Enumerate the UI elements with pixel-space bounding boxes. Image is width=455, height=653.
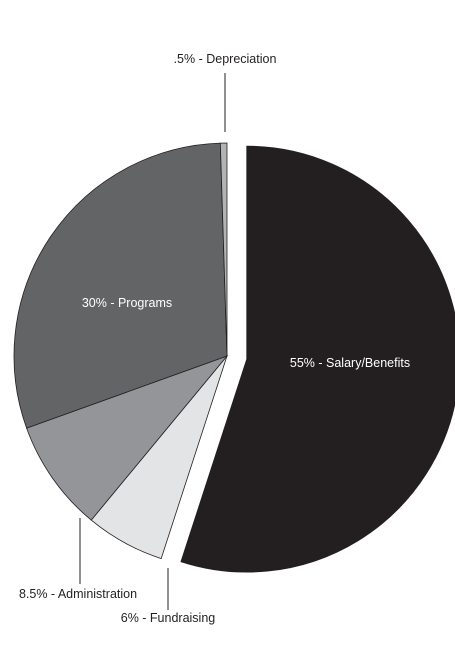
- slice-administration: [26, 355, 229, 521]
- pie-slices: [13, 142, 455, 573]
- slice-programs: [13, 142, 228, 429]
- slice-label-programs: 30% - Programs: [82, 296, 172, 310]
- leader-lines: [79, 73, 226, 610]
- slice-label-fundraising: 6% - Fundraising: [121, 611, 216, 625]
- slice-labels: 55% - Salary/Benefits 6% - Fundraising 8…: [19, 52, 410, 625]
- slice-depreciation: [219, 142, 228, 357]
- slice-label-salary-benefits: 55% - Salary/Benefits: [290, 356, 410, 370]
- slice-label-administration: 8.5% - Administration: [19, 587, 137, 601]
- slice-label-depreciation: .5% - Depreciation: [174, 52, 277, 66]
- slice-salary-benefits: [180, 145, 455, 573]
